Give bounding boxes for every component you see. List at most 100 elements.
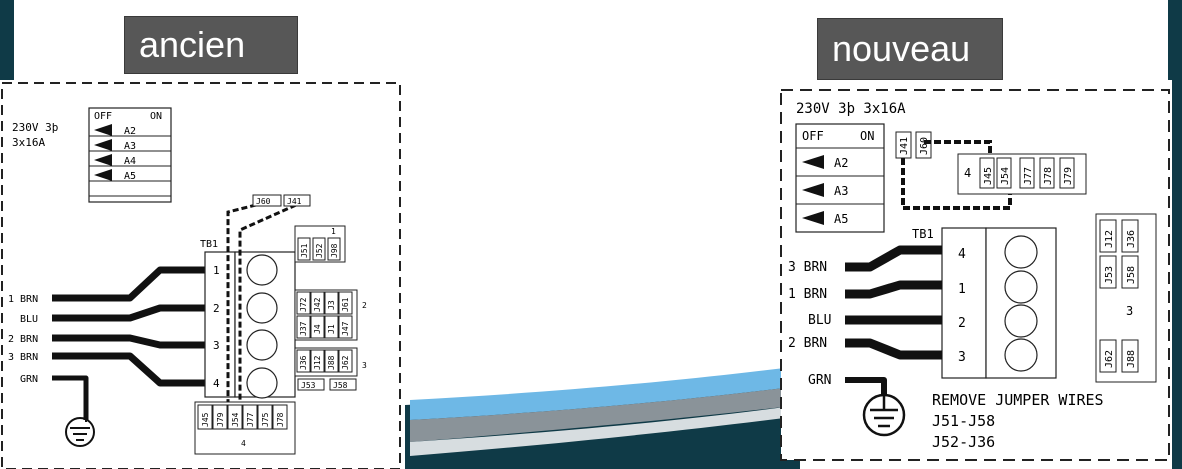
- old-power-line2: 3x16A: [12, 136, 45, 149]
- new-wire-blu: BLU: [808, 313, 831, 328]
- new-tag: nouveau: [817, 18, 1003, 80]
- old-j37: J37: [299, 321, 308, 336]
- old-terminal-3: 3: [213, 339, 220, 352]
- old-terminal-4: 4: [213, 377, 220, 390]
- new-switch-block: OFF ON A2 A3 A5: [795, 123, 885, 233]
- old-j47: J47: [341, 321, 350, 336]
- old-j42: J42: [313, 297, 322, 312]
- old-ground-icon: [65, 417, 95, 447]
- old-switch-a4: A4: [124, 156, 136, 167]
- old-j12: J12: [313, 355, 322, 370]
- new-group4-label: 4: [964, 166, 971, 180]
- old-terminal-block: [204, 251, 296, 399]
- old-wire-3brn: 3 BRN: [8, 352, 38, 363]
- old-j4: J4: [313, 324, 322, 334]
- new-j88: J88: [1126, 350, 1137, 368]
- old-j51: J51: [300, 243, 309, 258]
- new-wire-1brn: 1 BRN: [788, 287, 827, 302]
- new-ground-icon: [862, 393, 906, 437]
- old-j52: J52: [315, 243, 324, 258]
- old-j72: J72: [299, 297, 308, 312]
- new-j36: J36: [1126, 230, 1137, 248]
- old-jumper-j41: J41: [287, 197, 302, 206]
- old-group4-label: 4: [241, 439, 246, 448]
- new-j53: J53: [1104, 266, 1115, 284]
- new-connector-group-4: 4 J45 J54 J77 J78 J79: [957, 153, 1087, 195]
- new-j54: J54: [1000, 167, 1011, 185]
- new-note-line2: J51-J58: [932, 412, 995, 430]
- new-terminal-block: [941, 227, 1057, 379]
- old-tb1-label: TB1: [200, 239, 218, 250]
- decorative-wave: [405, 366, 800, 469]
- old-j61: J61: [341, 297, 350, 312]
- new-terminal-1: 1: [958, 282, 966, 297]
- old-jumper-j60: J60: [256, 197, 271, 206]
- new-wire-grn: GRN: [808, 373, 831, 388]
- old-j58: J58: [333, 381, 348, 390]
- new-j12: J12: [1104, 230, 1115, 248]
- new-group3-label: 3: [1126, 304, 1133, 318]
- old-terminal-1: 1: [213, 264, 220, 277]
- new-jumper-wires: [901, 140, 1012, 210]
- old-j36: J36: [299, 355, 308, 370]
- old-j62: J62: [341, 355, 350, 370]
- old-j53: J53: [301, 381, 316, 390]
- new-j41: J41: [899, 137, 910, 155]
- old-switch-block: OFF ON A2 A3 A4 A5: [88, 107, 172, 203]
- new-jumper-connectors: J41 J60: [895, 131, 932, 159]
- old-switch-a2: A2: [124, 126, 136, 137]
- new-note-line1: REMOVE JUMPER WIRES: [932, 391, 1104, 409]
- old-j54: J54: [231, 412, 240, 427]
- old-j45: J45: [201, 412, 210, 427]
- old-power-line1: 230V 3þ: [12, 121, 58, 134]
- old-wire-2brn: 2 BRN: [8, 334, 38, 345]
- old-switch-on-label: ON: [150, 111, 162, 122]
- old-wire-1brn: 1 BRN: [8, 294, 38, 305]
- new-j45: J45: [983, 167, 994, 185]
- new-switch-a2: A2: [834, 156, 848, 170]
- old-group1-label: 1: [331, 227, 336, 236]
- old-connector-group-4: J45 J79 J54 J77 J75 J78 4: [194, 401, 296, 455]
- old-j77: J77: [246, 412, 255, 427]
- new-switch-a5: A5: [834, 212, 848, 226]
- new-switch-on-label: ON: [860, 129, 874, 143]
- new-terminal-3: 3: [958, 350, 966, 365]
- old-j75: J75: [261, 412, 270, 427]
- old-j3: J3: [327, 300, 336, 310]
- new-note-line3: J52-J36: [932, 433, 995, 451]
- new-wires: [845, 245, 942, 395]
- new-terminal-2: 2: [958, 316, 966, 331]
- old-j88: J88: [327, 355, 336, 370]
- old-j1: J1: [327, 324, 336, 334]
- old-group2-label: 2: [362, 301, 367, 310]
- new-j60: J60: [919, 137, 930, 155]
- new-switch-a3: A3: [834, 184, 848, 198]
- old-tag: ancien: [124, 16, 298, 74]
- old-terminal-2: 2: [213, 302, 220, 315]
- new-j62: J62: [1104, 350, 1115, 368]
- old-group3-label: 3: [362, 361, 367, 370]
- old-switch-a5: A5: [124, 171, 136, 182]
- new-j58: J58: [1126, 266, 1137, 284]
- old-wires: [52, 266, 205, 420]
- new-j79: J79: [1063, 167, 1074, 185]
- new-j77: J77: [1023, 167, 1034, 185]
- new-wire-3brn: 3 BRN: [788, 260, 827, 275]
- new-j78: J78: [1043, 167, 1054, 185]
- new-tb1-label: TB1: [912, 227, 934, 241]
- new-wire-2brn: 2 BRN: [788, 336, 827, 351]
- new-power: 230V 3þ 3x16A: [796, 101, 906, 117]
- old-j98: J98: [330, 243, 339, 258]
- old-connector-group-2: J72 J42 J3 J61 J37 J4 J1 J47 2: [294, 289, 367, 341]
- old-wire-grn: GRN: [20, 374, 38, 385]
- old-connector-group-3: J36 J12 J88 J62 3 J53 J58: [294, 347, 367, 391]
- new-terminal-4: 4: [958, 247, 966, 262]
- old-wire-blu: BLU: [20, 314, 38, 325]
- old-switch-a3: A3: [124, 141, 136, 152]
- new-connector-group-3: J12 J36 J53 J58 3 J62 J88: [1095, 213, 1157, 383]
- old-switch-off-label: OFF: [94, 111, 112, 122]
- new-switch-off-label: OFF: [802, 129, 824, 143]
- old-j79: J79: [216, 412, 225, 427]
